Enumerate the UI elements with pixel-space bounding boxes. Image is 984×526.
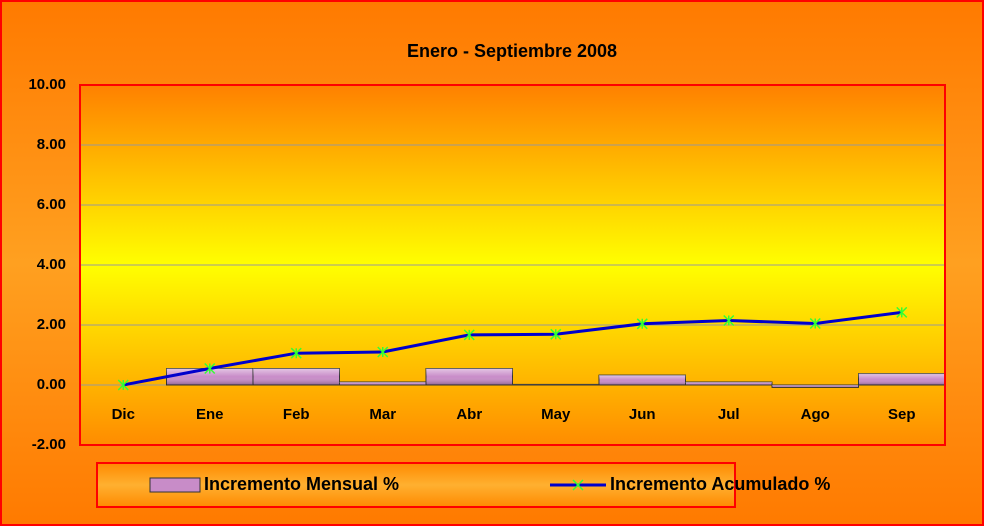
line-marker — [896, 306, 908, 318]
chart-title: Enero - Septiembre 2008 — [407, 41, 617, 61]
line-marker — [636, 318, 648, 330]
bar — [339, 381, 427, 386]
bar — [425, 368, 513, 386]
x-tick-label: Abr — [456, 406, 482, 423]
bar — [512, 383, 600, 386]
line-marker — [463, 329, 475, 341]
x-tick-label: May — [541, 406, 571, 423]
y-tick-label: 0.00 — [37, 376, 66, 393]
y-tick-label: -2.00 — [32, 436, 66, 453]
line-marker — [290, 347, 302, 359]
line-marker — [204, 362, 216, 375]
y-tick-label: 6.00 — [37, 196, 66, 213]
x-tick-label: Ene — [196, 406, 224, 423]
bar — [771, 384, 859, 388]
y-tick-label: 4.00 — [37, 256, 66, 273]
line-marker — [377, 346, 389, 358]
x-tick-label: Dic — [112, 406, 135, 423]
y-tick-label: 2.00 — [37, 316, 66, 333]
x-tick-label: Sep — [888, 406, 916, 423]
x-tick-label: Jul — [718, 406, 740, 423]
line — [122, 310, 902, 387]
legend-label: Incremento Mensual % — [204, 474, 399, 494]
x-tick-label: Mar — [369, 406, 396, 423]
line-marker — [723, 314, 735, 327]
legend-marker — [572, 479, 584, 491]
x-tick-label: Feb — [283, 406, 310, 423]
legend-swatch — [149, 477, 201, 493]
line-marker — [117, 379, 129, 391]
line-marker — [550, 328, 562, 340]
y-tick-label: 8.00 — [37, 136, 66, 153]
bar — [252, 368, 340, 386]
bar — [685, 381, 773, 386]
bar — [858, 373, 946, 386]
line-marker — [809, 317, 821, 330]
x-tick-label: Jun — [629, 406, 656, 423]
plot-border — [79, 84, 946, 446]
x-tick-label: Ago — [801, 406, 830, 423]
legend — [96, 462, 736, 508]
legend-label: Incremento Acumulado % — [610, 474, 830, 494]
y-tick-label: 10.00 — [28, 76, 66, 93]
bar — [598, 374, 686, 386]
